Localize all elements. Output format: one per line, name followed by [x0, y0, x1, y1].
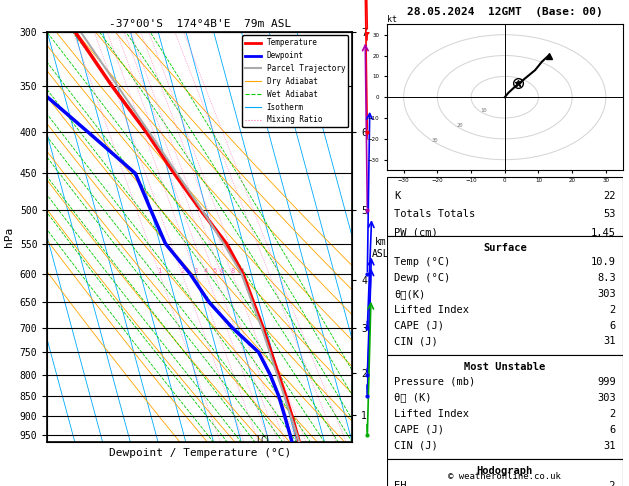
Text: Most Unstable: Most Unstable	[464, 362, 545, 372]
Text: 5: 5	[212, 268, 216, 274]
Text: 20: 20	[456, 123, 463, 128]
Text: 1: 1	[158, 268, 162, 274]
Text: 31: 31	[603, 441, 616, 451]
Text: CAPE (J): CAPE (J)	[394, 425, 444, 434]
Text: 6: 6	[219, 268, 223, 274]
Text: 2: 2	[610, 409, 616, 418]
Legend: Temperature, Dewpoint, Parcel Trajectory, Dry Adiabat, Wet Adiabat, Isotherm, Mi: Temperature, Dewpoint, Parcel Trajectory…	[242, 35, 348, 127]
Text: 3: 3	[194, 268, 198, 274]
Text: Temp (°C): Temp (°C)	[394, 258, 450, 267]
X-axis label: Dewpoint / Temperature (°C): Dewpoint / Temperature (°C)	[109, 448, 291, 458]
Text: CAPE (J): CAPE (J)	[394, 321, 444, 330]
Text: K: K	[394, 191, 400, 201]
Text: θᴄ (K): θᴄ (K)	[394, 393, 431, 402]
Text: 10: 10	[481, 108, 487, 113]
Text: 8.3: 8.3	[597, 273, 616, 283]
Text: 303: 303	[597, 393, 616, 402]
Bar	[387, 236, 623, 355]
Text: Totals Totals: Totals Totals	[394, 209, 475, 219]
Text: CIN (J): CIN (J)	[394, 336, 438, 347]
Text: 6: 6	[610, 321, 616, 330]
Text: Lifted Index: Lifted Index	[394, 305, 469, 315]
Text: 2: 2	[610, 305, 616, 315]
Text: 22: 22	[603, 191, 616, 201]
Y-axis label: km
ASL: km ASL	[372, 237, 390, 259]
Text: © weatheronline.co.uk: © weatheronline.co.uk	[448, 472, 561, 481]
Text: 999: 999	[597, 377, 616, 386]
Text: 28.05.2024  12GMT  (Base: 00): 28.05.2024 12GMT (Base: 00)	[407, 7, 603, 17]
Text: Surface: Surface	[483, 243, 526, 253]
Text: 53: 53	[603, 209, 616, 219]
Text: 1.45: 1.45	[591, 228, 616, 238]
Text: CIN (J): CIN (J)	[394, 441, 438, 451]
Y-axis label: hPa: hPa	[4, 227, 14, 247]
Bar	[387, 355, 623, 459]
Text: 2: 2	[180, 268, 184, 274]
Text: EH: EH	[394, 481, 406, 486]
Text: -2: -2	[603, 481, 616, 486]
Text: θᴄ(K): θᴄ(K)	[394, 289, 425, 299]
Title: -37°00'S  174°4B'E  79m ASL: -37°00'S 174°4B'E 79m ASL	[109, 19, 291, 30]
Text: PW (cm): PW (cm)	[394, 228, 438, 238]
Text: 8: 8	[230, 268, 234, 274]
Bar	[387, 177, 623, 236]
Text: LCL: LCL	[256, 436, 271, 445]
Text: 10: 10	[237, 268, 245, 274]
Text: 30: 30	[432, 138, 438, 143]
Text: 31: 31	[603, 336, 616, 347]
Text: 10.9: 10.9	[591, 258, 616, 267]
Text: 303: 303	[597, 289, 616, 299]
Text: Hodograph: Hodograph	[477, 467, 533, 476]
Text: 4: 4	[204, 268, 208, 274]
Text: 6: 6	[610, 425, 616, 434]
Text: Lifted Index: Lifted Index	[394, 409, 469, 418]
Text: kt: kt	[387, 15, 397, 24]
Text: Dewp (°C): Dewp (°C)	[394, 273, 450, 283]
Text: Pressure (mb): Pressure (mb)	[394, 377, 475, 386]
Bar	[387, 459, 623, 486]
